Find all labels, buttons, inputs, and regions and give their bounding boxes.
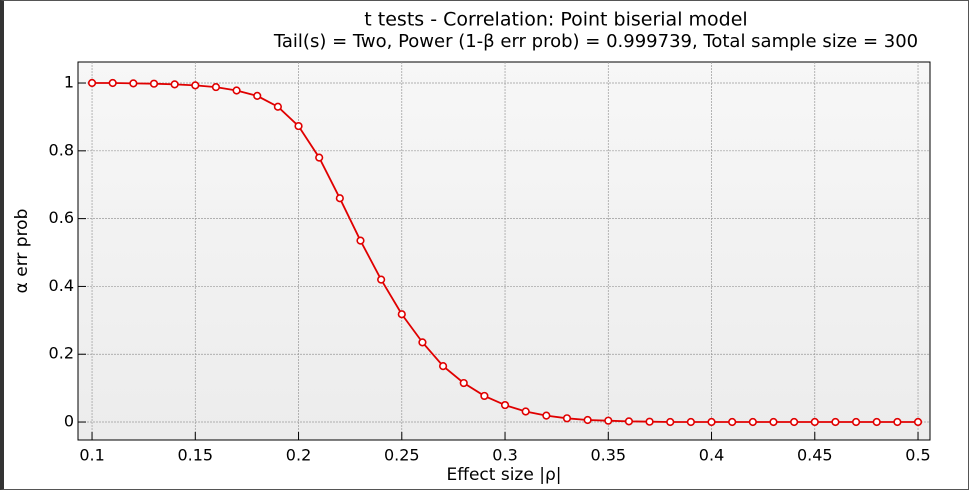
x-tick-label: 0.45	[797, 446, 833, 465]
data-point	[87, 78, 97, 88]
x-tick-label: 0.25	[384, 446, 420, 465]
data-point	[604, 416, 613, 425]
y-tick-label: 0.8	[49, 140, 74, 159]
data-point	[294, 121, 303, 131]
data-point	[232, 86, 241, 95]
data-point	[356, 236, 365, 245]
plot-area	[77, 61, 931, 441]
x-tick-label: 0.1	[79, 446, 104, 465]
y-axis-label: α err prob	[12, 209, 32, 294]
data-point	[851, 417, 861, 427]
data-point	[459, 378, 468, 388]
data-point	[397, 310, 406, 319]
x-tick-label: 0.5	[905, 446, 930, 465]
x-tick-label: 0.2	[286, 446, 311, 465]
data-point	[810, 417, 819, 427]
data-point	[500, 400, 510, 410]
data-point	[645, 417, 654, 426]
data-point	[913, 417, 923, 427]
data-point	[562, 414, 572, 423]
data-point	[315, 153, 324, 162]
data-point	[748, 417, 757, 427]
data-point	[542, 411, 551, 420]
x-tick-label: 0.35	[590, 446, 626, 465]
data-point	[666, 417, 675, 427]
data-point	[769, 417, 778, 427]
y-tick-label: 0.6	[49, 208, 74, 227]
x-tick-label: 0.4	[699, 446, 724, 465]
data-point	[129, 79, 138, 88]
data-point	[273, 102, 282, 111]
data-point	[418, 338, 427, 347]
y-tick-label: 0	[64, 412, 74, 431]
data-point	[831, 417, 840, 427]
data-point	[707, 417, 716, 427]
x-tick-label: 0.3	[492, 446, 517, 465]
chart-title: t tests - Correlation: Point biserial mo…	[364, 9, 747, 31]
data-point	[583, 415, 592, 425]
data-point	[790, 417, 799, 427]
data-point	[686, 417, 695, 427]
data-point	[893, 417, 902, 427]
data-point	[480, 391, 489, 401]
data-point	[335, 194, 344, 203]
x-axis-label: Effect size |ρ|	[447, 465, 562, 485]
data-point	[253, 91, 262, 101]
data-point	[521, 407, 530, 416]
y-tick-label: 1	[64, 73, 74, 92]
data-point	[191, 81, 200, 90]
y-tick-label: 0.2	[49, 344, 74, 363]
data-point	[728, 417, 737, 427]
data-point	[108, 78, 117, 88]
chart-subtitle: Tail(s) = Two, Power (1-β err prob) = 0.…	[273, 31, 918, 52]
data-point	[438, 361, 448, 371]
data-point	[377, 275, 386, 284]
y-tick-label: 0.4	[49, 276, 74, 295]
data-point	[211, 82, 221, 92]
data-point	[872, 417, 881, 427]
data-point	[170, 80, 179, 89]
data-point	[624, 417, 634, 426]
data-point	[149, 79, 159, 88]
x-tick-label: 0.15	[177, 446, 213, 465]
